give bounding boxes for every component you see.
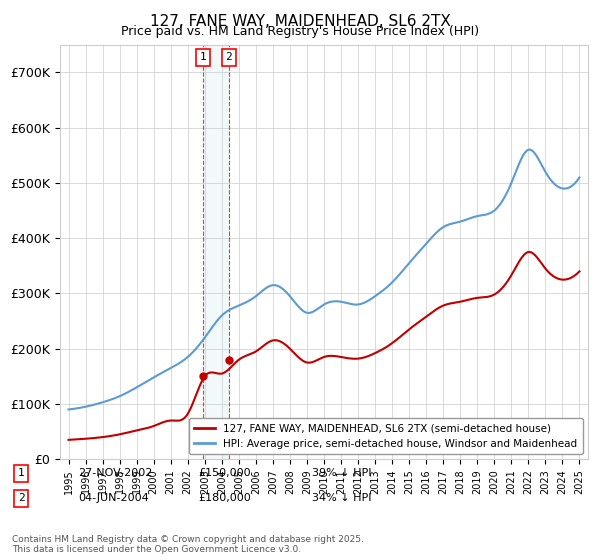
Text: 1: 1	[17, 468, 25, 478]
Text: 2: 2	[17, 493, 25, 503]
Text: 127, FANE WAY, MAIDENHEAD, SL6 2TX: 127, FANE WAY, MAIDENHEAD, SL6 2TX	[149, 14, 451, 29]
Text: £180,000: £180,000	[198, 493, 251, 503]
Text: 2: 2	[226, 52, 232, 62]
Text: 04-JUN-2004: 04-JUN-2004	[78, 493, 149, 503]
Bar	[203, 45, 229, 459]
Text: 27-NOV-2002: 27-NOV-2002	[78, 468, 152, 478]
Text: £150,000: £150,000	[198, 468, 251, 478]
Text: 39% ↓ HPI: 39% ↓ HPI	[312, 468, 371, 478]
Text: Price paid vs. HM Land Registry's House Price Index (HPI): Price paid vs. HM Land Registry's House …	[121, 25, 479, 38]
Text: Contains HM Land Registry data © Crown copyright and database right 2025.
This d: Contains HM Land Registry data © Crown c…	[12, 535, 364, 554]
Text: 1: 1	[200, 52, 206, 62]
Legend: 127, FANE WAY, MAIDENHEAD, SL6 2TX (semi-detached house), HPI: Average price, se: 127, FANE WAY, MAIDENHEAD, SL6 2TX (semi…	[189, 418, 583, 454]
Text: 34% ↓ HPI: 34% ↓ HPI	[312, 493, 371, 503]
